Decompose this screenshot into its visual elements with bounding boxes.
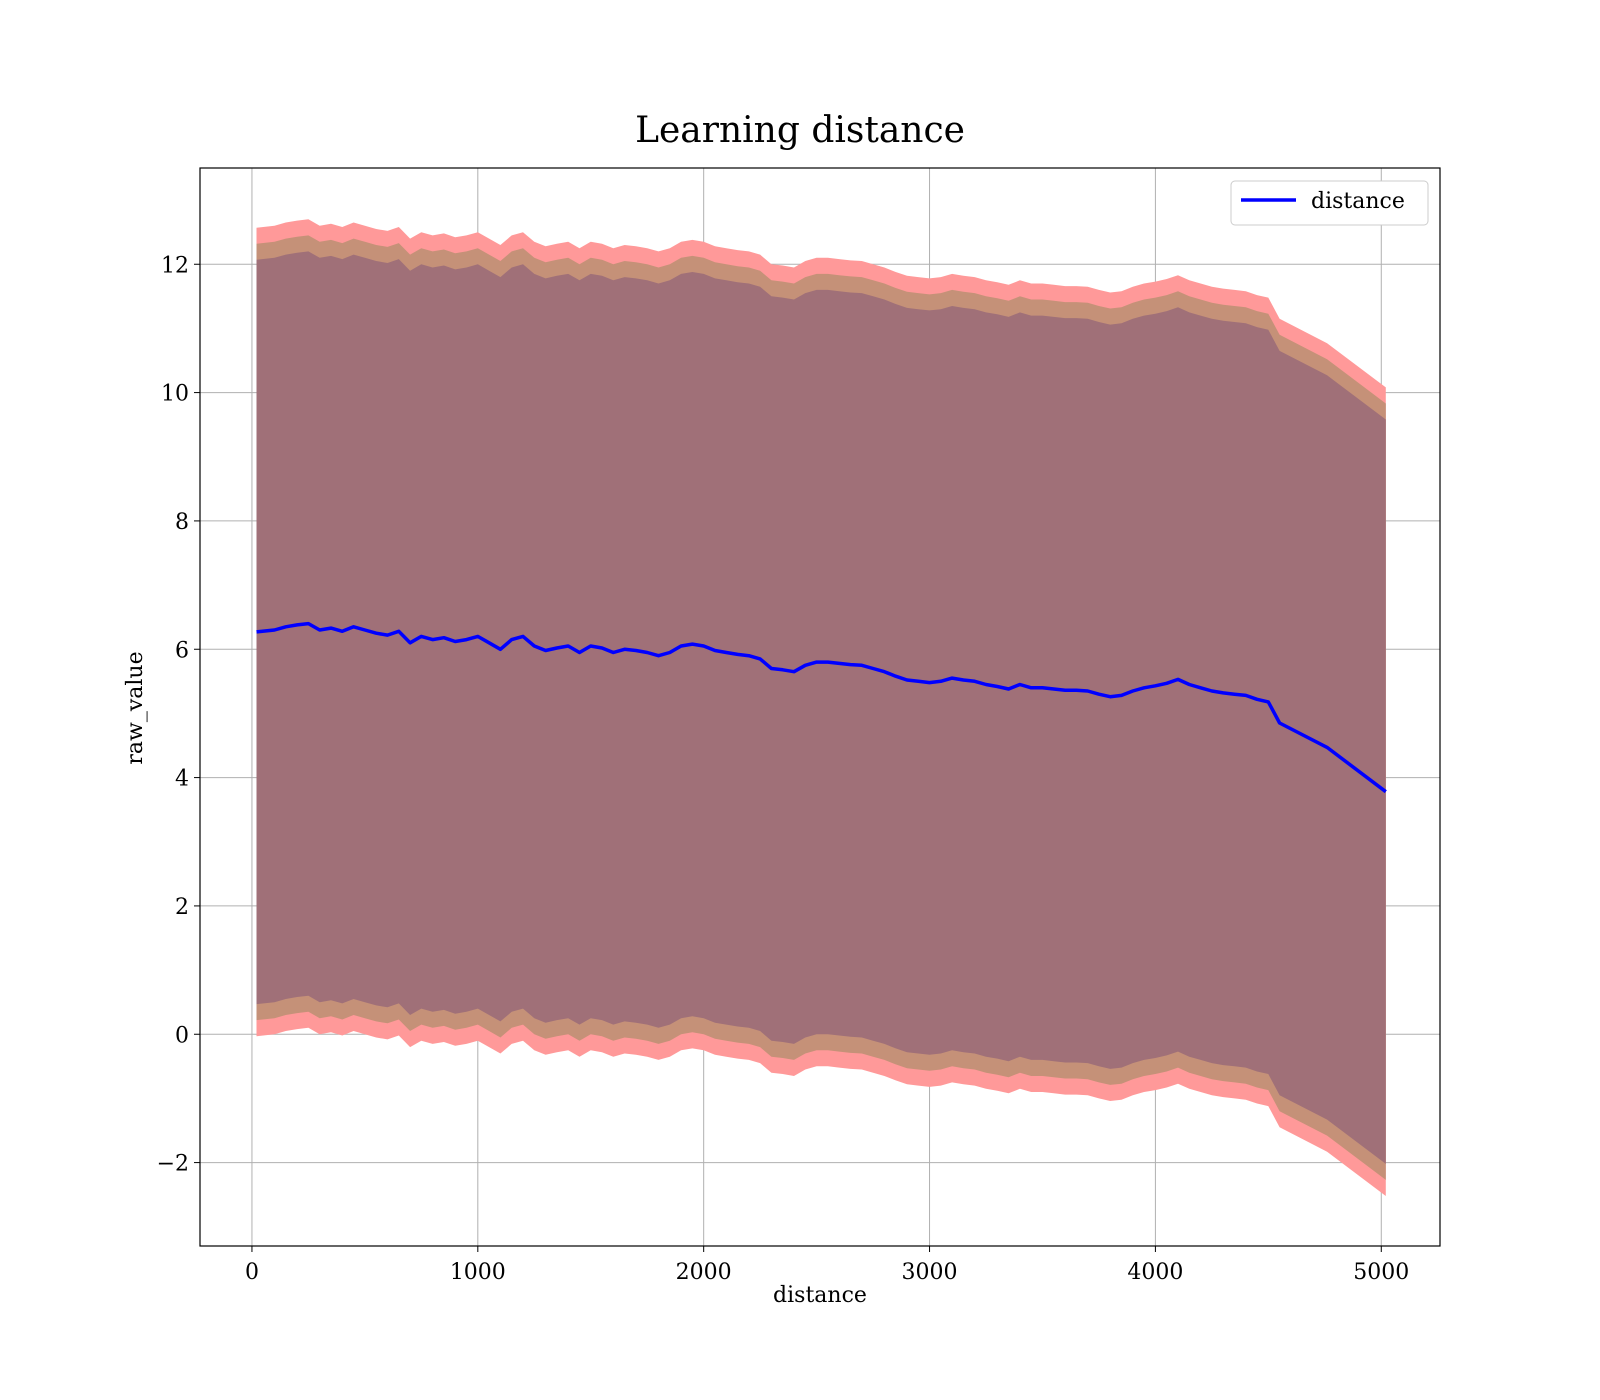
- series-lines: [256, 621, 1387, 794]
- x-tick-label: 0: [245, 1260, 259, 1285]
- legend-box: [1230, 180, 1429, 226]
- legend-entry-distance: distance: [1311, 189, 1405, 214]
- x-tick-label: 5000: [1353, 1260, 1409, 1285]
- x-tick-label: 3000: [902, 1260, 958, 1285]
- band-inner: [256, 251, 1386, 1164]
- x-tick-label: 4000: [1127, 1260, 1183, 1285]
- confidence-bands: [256, 219, 1386, 1197]
- y-tick-label: 2: [175, 895, 189, 920]
- y-tick-label: 8: [175, 510, 189, 535]
- y-tick-label: 6: [175, 638, 189, 663]
- y-tick-label: 0: [175, 1023, 189, 1048]
- y-axis-label: raw_value: [123, 651, 148, 764]
- x-tick-label: 1000: [450, 1260, 506, 1285]
- series-line-distance: [256, 621, 1387, 794]
- x-tick-label: 2000: [676, 1260, 732, 1285]
- y-axis-ticks: −2 0 2 4 6 8 10 12: [157, 253, 200, 1177]
- x-axis-label: distance: [773, 1283, 867, 1308]
- x-axis-ticks: 0 1000 2000 3000 4000 5000: [245, 1246, 1409, 1285]
- legend: distance: [1230, 180, 1429, 226]
- y-tick-label: 12: [161, 253, 189, 278]
- plot-frame: [199, 167, 1441, 1247]
- chart-title: Learning distance: [635, 110, 965, 151]
- y-tick-label: 4: [175, 767, 189, 792]
- plot-area: [199, 167, 1441, 1247]
- y-tick-label: −2: [157, 1152, 189, 1177]
- y-tick-label: 10: [161, 382, 189, 407]
